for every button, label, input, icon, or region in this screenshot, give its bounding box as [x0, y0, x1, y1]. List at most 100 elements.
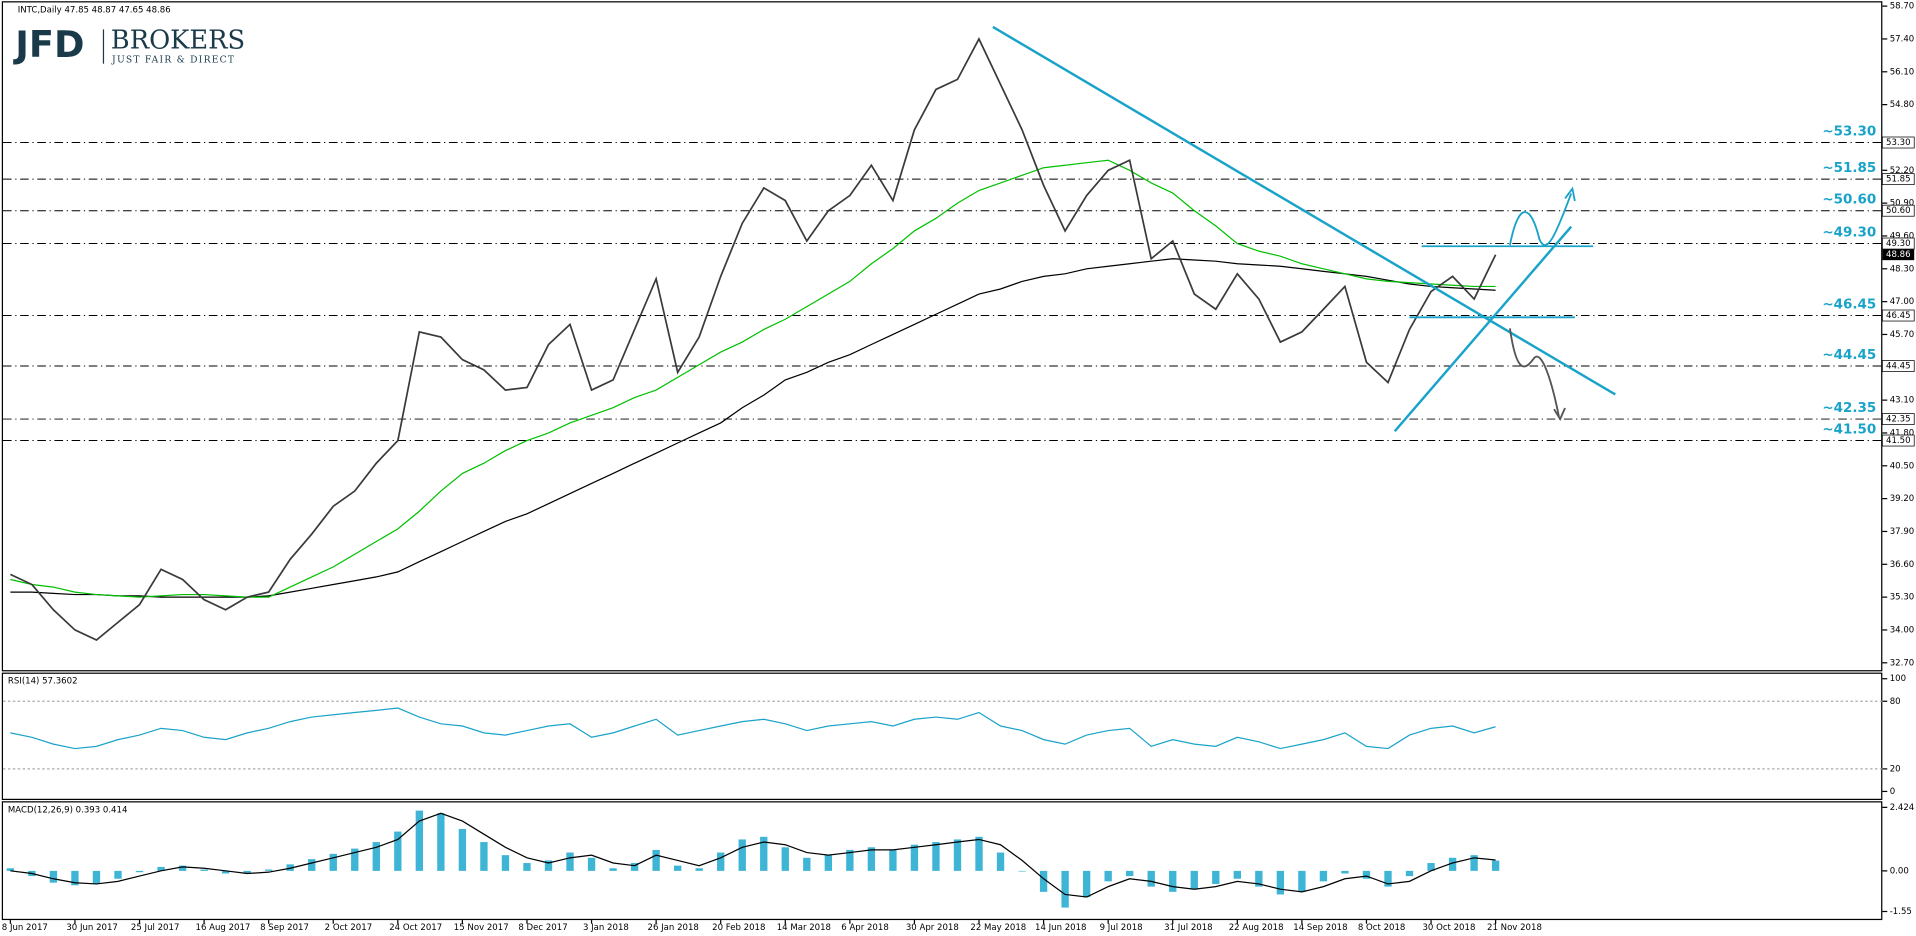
- logo-brand: BROKERS: [111, 26, 245, 56]
- annotations: [992, 25, 1616, 433]
- y-tick-label: 80: [1890, 697, 1901, 707]
- y-tick-label: 56.10: [1890, 67, 1915, 77]
- level-label: ~49.30: [1822, 225, 1876, 241]
- macd-bar: [889, 849, 897, 871]
- y-tick-label: 52.20: [1890, 166, 1915, 176]
- level-label: ~53.30: [1822, 123, 1876, 139]
- x-tick-label: 30 Apr 2018: [906, 923, 959, 933]
- level-tag-box: [1881, 237, 1915, 250]
- macd-bar: [157, 866, 165, 871]
- macd-bar: [1147, 870, 1155, 887]
- y-tick-label: 45.70: [1890, 330, 1915, 340]
- macd-bar: [1448, 857, 1457, 871]
- x-tick-label: 15 Nov 2017: [454, 923, 509, 933]
- macd-bar: [1104, 870, 1112, 882]
- y-tick-label: 0.00: [1890, 866, 1909, 876]
- macd-bar: [415, 810, 424, 871]
- x-tick-label: 14 Sep 2018: [1293, 923, 1347, 933]
- level-label: ~41.50: [1822, 422, 1876, 438]
- y-tick-label: 47.00: [1890, 297, 1915, 307]
- macd-bar: [1491, 860, 1500, 871]
- macd-bar: [738, 839, 746, 871]
- macd-bar: [1126, 870, 1134, 877]
- macd-bar: [523, 863, 531, 871]
- y-tick-label: 41.80: [1890, 428, 1915, 438]
- x-tick-label: 8 Sep 2017: [260, 923, 309, 933]
- macd-panel: [1, 801, 1883, 921]
- level-tag-box: [1881, 309, 1915, 322]
- macd-bar: [49, 870, 58, 883]
- y-tick-label: 35.30: [1890, 593, 1915, 603]
- x-tick-label: 8 Oct 2018: [1358, 923, 1406, 933]
- logo-tagline: JUST FAIR & DIRECT: [111, 55, 235, 66]
- macd-bar: [652, 849, 660, 871]
- macd-bar: [1212, 870, 1220, 884]
- y-tick-label: 37.90: [1890, 527, 1915, 537]
- macd-bar: [1298, 870, 1306, 892]
- level-label: ~50.60: [1822, 192, 1876, 208]
- x-tick-label: 30 Oct 2018: [1422, 923, 1475, 933]
- symbol-header: INTC,Daily 47.85 48.87 47.65 48.86: [18, 5, 171, 15]
- macd-bar: [243, 870, 251, 874]
- macd-bar: [1341, 870, 1349, 874]
- rsi-header: RSI(14) 57.3602: [8, 677, 78, 687]
- macd-bar: [1061, 870, 1069, 908]
- y-tick-label: 32.70: [1890, 658, 1915, 668]
- level-tag: 46.45: [1886, 311, 1911, 321]
- macd-bar: [760, 836, 768, 871]
- x-tick-label: 9 Jul 2018: [1100, 923, 1143, 933]
- macd-bar: [846, 849, 854, 871]
- price-panel: [1, 1, 1883, 672]
- logo-name: JFD: [12, 23, 84, 66]
- macd-bar: [609, 868, 617, 871]
- macd-bar: [695, 868, 703, 871]
- x-tick-label: 2 Oct 2017: [325, 923, 373, 933]
- x-tick-label: 22 May 2018: [970, 923, 1026, 933]
- macd-bar: [1384, 870, 1392, 887]
- level-label: ~44.45: [1822, 347, 1876, 363]
- y-tick-label: 40.50: [1890, 461, 1915, 471]
- macd-bar: [351, 848, 359, 871]
- up-trendline: [1393, 225, 1573, 433]
- level-label: ~42.35: [1822, 400, 1876, 416]
- level-tag: 41.50: [1886, 436, 1911, 446]
- macd-bar: [1362, 870, 1371, 879]
- macd-bar: [803, 857, 811, 871]
- macd-bar: [501, 855, 510, 871]
- macd-bar: [996, 852, 1005, 871]
- y-tick-label: 58.70: [1890, 2, 1915, 12]
- macd-bar: [92, 870, 101, 884]
- macd-bar: [135, 870, 144, 873]
- macd-bar: [1233, 870, 1241, 879]
- price-line: [9, 37, 1497, 642]
- level-tag-box: [1881, 204, 1915, 217]
- macd-bar: [1190, 870, 1198, 890]
- x-tick-label: 22 Aug 2018: [1229, 923, 1284, 933]
- level-tag: 44.45: [1886, 362, 1911, 372]
- x-tick-label: 6 Apr 2018: [841, 923, 889, 933]
- y-tick-label: 100: [1890, 674, 1906, 684]
- x-tick-label: 31 Jul 2018: [1164, 923, 1212, 933]
- y-tick-label: 20: [1890, 764, 1901, 774]
- macd-bar: [1276, 870, 1285, 895]
- macd-bar: [1082, 870, 1091, 898]
- y-tick-label: 48.30: [1890, 264, 1915, 274]
- x-tick-label: 8 Dec 2017: [518, 923, 567, 933]
- bear-arrow: [1553, 407, 1566, 421]
- macd-bar: [1039, 870, 1048, 892]
- macd-bar: [587, 857, 596, 871]
- macd-bar: [630, 863, 639, 871]
- x-tick-label: 30 Jun 2017: [66, 923, 118, 933]
- macd-bar: [544, 860, 553, 871]
- macd-bar: [372, 842, 380, 871]
- macd-bar: [308, 859, 316, 871]
- x-tick-label: 21 Nov 2018: [1487, 923, 1542, 933]
- y-tick-label: 49.60: [1890, 231, 1915, 241]
- macd-bar: [114, 870, 122, 879]
- bull-scenario: [1509, 193, 1573, 246]
- macd-bar: [458, 828, 467, 871]
- x-tick-label: 24 Oct 2017: [389, 923, 442, 933]
- signal-line: [10, 812, 1496, 898]
- macd-bar: [867, 847, 876, 871]
